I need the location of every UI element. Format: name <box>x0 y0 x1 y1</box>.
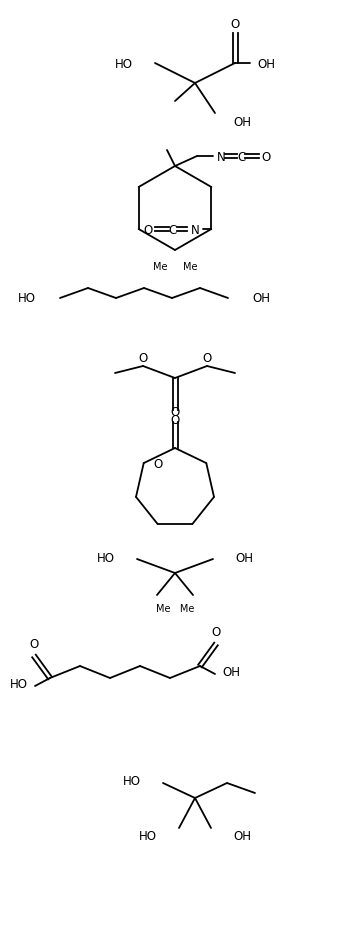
Text: Me: Me <box>183 262 197 272</box>
Text: HO: HO <box>10 677 28 690</box>
Text: O: O <box>144 224 153 237</box>
Text: HO: HO <box>123 775 141 788</box>
Text: C: C <box>238 150 246 163</box>
Text: O: O <box>29 638 38 651</box>
Text: OH: OH <box>233 830 251 843</box>
Text: C: C <box>168 224 176 237</box>
Text: HO: HO <box>139 830 157 843</box>
Text: Me: Me <box>153 262 167 272</box>
Text: N: N <box>191 224 200 237</box>
Text: OH: OH <box>233 115 251 128</box>
Text: O: O <box>230 18 240 31</box>
Text: OH: OH <box>252 292 270 305</box>
Text: OH: OH <box>222 665 240 678</box>
Text: O: O <box>170 406 180 419</box>
Text: OH: OH <box>257 58 275 71</box>
Text: O: O <box>211 625 220 638</box>
Text: O: O <box>170 414 180 427</box>
Text: HO: HO <box>97 551 115 564</box>
Text: O: O <box>153 458 162 470</box>
Text: HO: HO <box>18 292 36 305</box>
Text: Me   Me: Me Me <box>156 603 194 613</box>
Text: HO: HO <box>115 58 133 71</box>
Text: O: O <box>202 351 212 364</box>
Text: O: O <box>138 351 148 364</box>
Text: N: N <box>217 150 225 163</box>
Text: OH: OH <box>235 551 253 564</box>
Text: O: O <box>261 150 271 163</box>
